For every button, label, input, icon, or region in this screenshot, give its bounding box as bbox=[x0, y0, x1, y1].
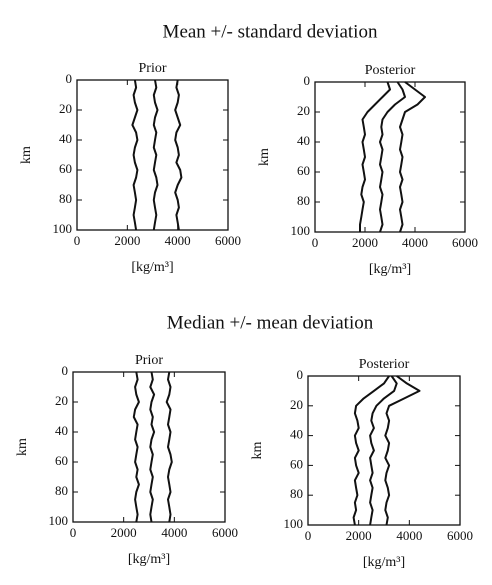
data-line bbox=[384, 375, 421, 526]
section-heading: Mean +/- standard deviation bbox=[163, 21, 378, 42]
y-tick-label: 80 bbox=[290, 486, 303, 501]
y-tick-label: 60 bbox=[290, 456, 303, 471]
data-line bbox=[132, 371, 140, 523]
x-tick-label: 6000 bbox=[447, 528, 473, 543]
plot-frame bbox=[72, 371, 226, 523]
y-tick-label: 40 bbox=[59, 131, 72, 146]
data-line bbox=[352, 375, 390, 526]
y-tick-label: 100 bbox=[291, 223, 311, 238]
data-line bbox=[131, 79, 139, 231]
x-tick-label: 2000 bbox=[111, 525, 137, 540]
y-tick-label: 0 bbox=[62, 363, 69, 378]
x-tick-label: 0 bbox=[74, 233, 81, 248]
y-tick-label: 0 bbox=[304, 73, 311, 88]
data-line bbox=[174, 79, 183, 231]
y-tick-label: 20 bbox=[55, 393, 68, 408]
x-tick-label: 2000 bbox=[346, 528, 372, 543]
y-tick-label: 60 bbox=[297, 163, 310, 178]
x-tick-label: 2000 bbox=[352, 235, 378, 250]
y-tick-label: 100 bbox=[49, 513, 69, 528]
y-tick-label: 80 bbox=[55, 483, 68, 498]
plot-frame bbox=[76, 79, 229, 231]
x-tick-label: 6000 bbox=[452, 235, 478, 250]
data-line bbox=[359, 81, 391, 232]
x-axis-label: [kg/m³] bbox=[128, 552, 170, 567]
y-tick-label: 0 bbox=[297, 367, 304, 382]
section-heading: Median +/- mean deviation bbox=[167, 312, 374, 333]
y-tick-label: 100 bbox=[284, 516, 304, 531]
data-line bbox=[149, 371, 156, 523]
x-axis-label: [kg/m³] bbox=[369, 262, 411, 277]
y-tick-label: 100 bbox=[53, 221, 73, 236]
x-tick-label: 6000 bbox=[212, 525, 238, 540]
y-tick-label: 60 bbox=[55, 453, 68, 468]
x-tick-label: 4000 bbox=[396, 528, 422, 543]
x-axis-label: [kg/m³] bbox=[363, 555, 405, 570]
x-tick-label: 4000 bbox=[165, 233, 191, 248]
x-tick-label: 0 bbox=[70, 525, 77, 540]
chart-title: Posterior bbox=[365, 63, 416, 78]
data-line bbox=[152, 79, 159, 231]
y-axis-label: km bbox=[250, 441, 265, 459]
y-axis-label: km bbox=[15, 438, 30, 456]
chart-title: Prior bbox=[139, 61, 167, 76]
x-tick-label: 0 bbox=[312, 235, 319, 250]
y-tick-label: 40 bbox=[290, 427, 303, 442]
y-tick-label: 80 bbox=[297, 193, 310, 208]
y-tick-label: 60 bbox=[59, 161, 72, 176]
x-tick-label: 4000 bbox=[402, 235, 428, 250]
y-tick-label: 0 bbox=[66, 71, 73, 86]
x-axis-label: [kg/m³] bbox=[131, 260, 173, 275]
x-tick-label: 4000 bbox=[161, 525, 187, 540]
x-tick-label: 0 bbox=[305, 528, 312, 543]
y-tick-label: 20 bbox=[59, 101, 72, 116]
data-line bbox=[165, 371, 173, 523]
y-axis-label: km bbox=[19, 146, 34, 164]
chart-title: Prior bbox=[135, 353, 163, 368]
data-line bbox=[399, 81, 426, 233]
y-tick-label: 20 bbox=[297, 103, 310, 118]
chart-title: Posterior bbox=[359, 357, 410, 372]
plot-frame bbox=[307, 375, 461, 526]
data-line bbox=[369, 375, 398, 526]
plot-frame bbox=[314, 81, 466, 233]
y-tick-label: 40 bbox=[297, 133, 310, 148]
data-line bbox=[379, 81, 406, 233]
x-tick-label: 2000 bbox=[114, 233, 140, 248]
y-tick-label: 40 bbox=[55, 423, 68, 438]
y-tick-label: 80 bbox=[59, 191, 72, 206]
y-tick-label: 20 bbox=[290, 397, 303, 412]
y-axis-label: km bbox=[257, 148, 272, 166]
x-tick-label: 6000 bbox=[215, 233, 241, 248]
